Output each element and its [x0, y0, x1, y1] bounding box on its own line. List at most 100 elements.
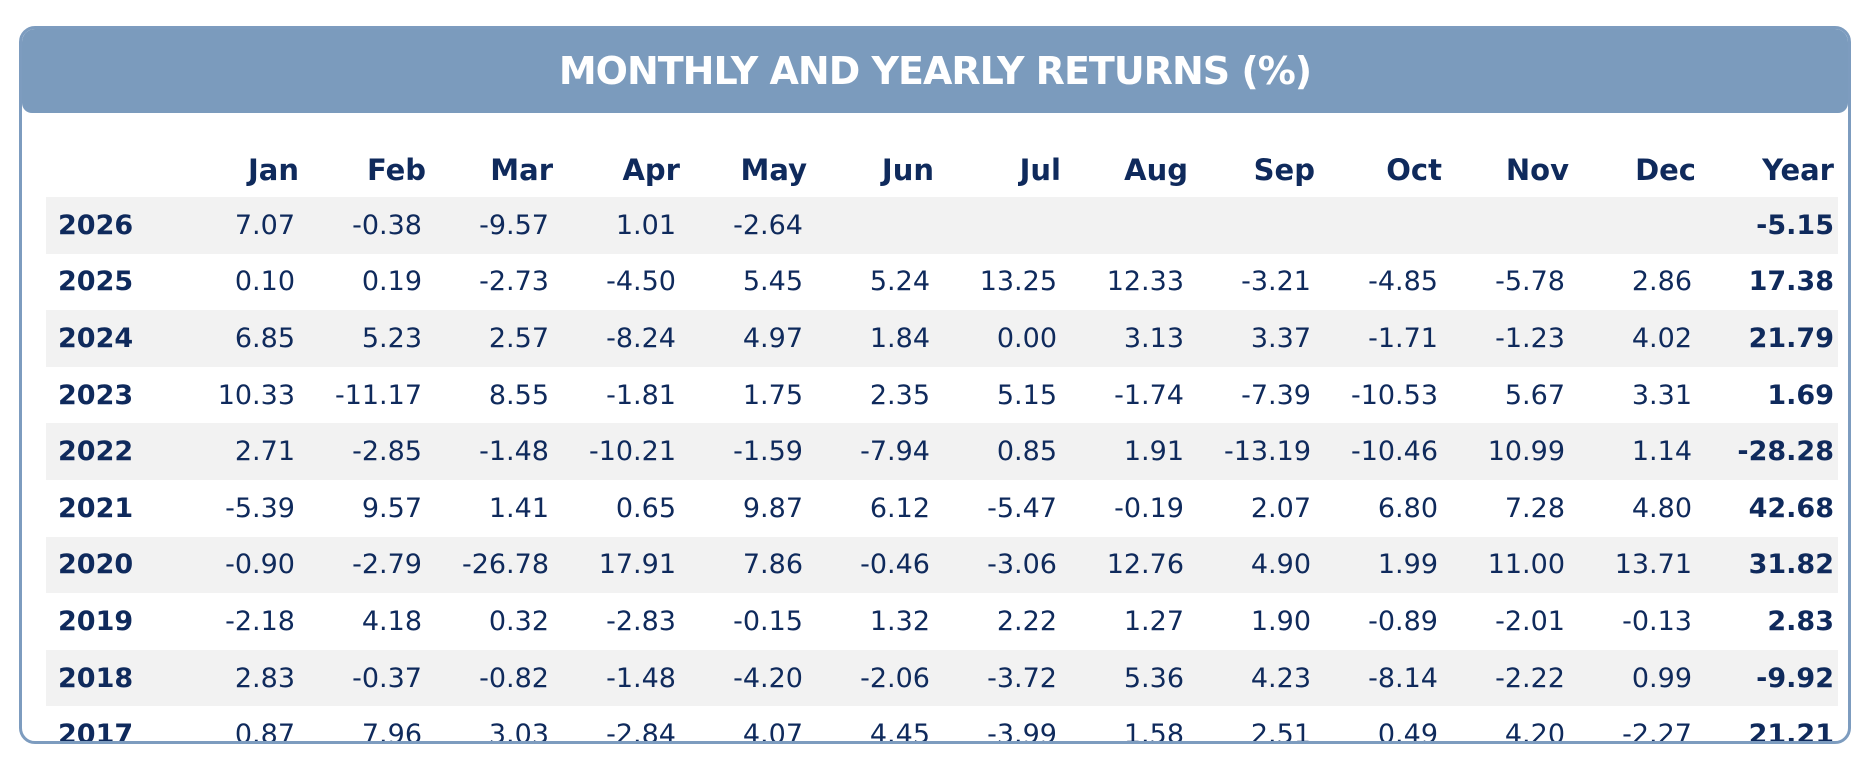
row-year-label: 2018 — [46, 649, 176, 707]
row-year-label: 2024 — [46, 310, 176, 367]
year-total-cell: -28.28 — [1700, 423, 1838, 480]
month-return-cell-may: -2.64 — [684, 197, 811, 254]
month-return-cell-sep: -13.19 — [1192, 423, 1319, 480]
month-return-cell-jan: -0.90 — [176, 536, 303, 594]
year-column-header — [46, 143, 176, 197]
column-header-year: Year — [1762, 153, 1834, 187]
month-return-cell-jun: 2.35 — [869, 379, 930, 411]
month-return-cell-apr: -1.48 — [557, 649, 684, 707]
row-year-label: 2019 — [58, 605, 134, 637]
month-return-cell-jan: -2.18 — [225, 605, 295, 637]
column-header-jul: Jul — [1019, 153, 1061, 187]
month-return-cell-oct: -10.53 — [1350, 379, 1438, 411]
month-return-cell-apr: -2.83 — [606, 605, 676, 637]
month-return-cell-apr: 1.01 — [557, 197, 684, 254]
table-row-2023: 2023 10.33 -11.17 8.55 -1.81 1.75 2.35 5.15 -1.7… — [46, 367, 1838, 424]
row-year-label: 2021 — [58, 492, 134, 524]
month-return-cell-jul: 2.22 — [996, 605, 1057, 637]
month-return-cell-jul: 0.85 — [938, 423, 1065, 480]
month-return-cell-jul: -3.06 — [938, 536, 1065, 594]
table-row-2025: 2025 0.10 0.19 -2.73 -4.50 5.45 5.24 13.25 12.33… — [46, 254, 1838, 311]
month-return-cell-may: 7.86 — [684, 536, 811, 594]
returns-table: Jan Feb Mar Apr May Jun Jul Aug Sep Oct Nov Dec Year… — [46, 143, 1838, 744]
table-body: 2026 7.07 -0.38 -9.57 1.01 -2.64 -5.15 2025 0.10… — [46, 197, 1838, 744]
year-total-cell: 17.38 — [1748, 266, 1834, 298]
month-return-cell-oct — [1319, 197, 1446, 254]
month-return-cell-sep: 4.90 — [1192, 536, 1319, 594]
month-return-cell-nov: 7.28 — [1504, 492, 1565, 524]
month-return-cell-dec: 4.80 — [1631, 492, 1692, 524]
row-year-label: 2017 — [58, 719, 134, 744]
month-return-cell-nov: -2.01 — [1495, 605, 1565, 637]
month-return-cell-jan: -5.39 — [225, 492, 295, 524]
month-return-cell-jan: 0.87 — [234, 719, 295, 744]
table-row-2024: 2024 6.85 5.23 2.57 -8.24 4.97 1.84 0.00 3.13 3.3… — [46, 310, 1838, 367]
month-return-cell-apr: -2.84 — [606, 719, 676, 744]
month-return-cell-jul: -5.47 — [987, 492, 1057, 524]
row-year-label: 2020 — [46, 536, 176, 594]
month-return-cell-feb: -11.17 — [334, 379, 422, 411]
month-return-cell-feb: 4.18 — [361, 605, 422, 637]
month-return-cell-jul: 5.15 — [996, 379, 1057, 411]
month-return-cell-feb: -2.85 — [303, 423, 430, 480]
month-return-cell-feb: 0.19 — [361, 266, 422, 298]
month-return-cell-feb: 5.23 — [303, 310, 430, 367]
month-return-cell-sep: 3.37 — [1192, 310, 1319, 367]
month-return-cell-nov — [1446, 197, 1573, 254]
month-return-cell-oct: -8.14 — [1319, 649, 1446, 707]
month-return-cell-feb: -0.38 — [303, 197, 430, 254]
month-return-cell-oct: -10.46 — [1319, 423, 1446, 480]
month-return-cell-jan: 2.71 — [176, 423, 303, 480]
year-total-cell: 2.83 — [1767, 605, 1834, 637]
month-return-cell-may: -4.20 — [684, 649, 811, 707]
month-return-cell-sep: 2.51 — [1250, 719, 1311, 744]
month-return-cell-jul: -3.99 — [987, 719, 1057, 744]
header-row: Jan Feb Mar Apr May Jun Jul Aug Sep Oct Nov Dec Year — [46, 143, 1838, 197]
table-row-2017: 2017 0.87 7.96 3.03 -2.84 4.07 4.45 -3.99 1.58 2.… — [46, 706, 1838, 744]
month-return-cell-oct: 6.80 — [1377, 492, 1438, 524]
month-return-cell-dec: 1.14 — [1573, 423, 1700, 480]
month-return-cell-mar: -26.78 — [430, 536, 557, 594]
table-row-2020: 2020 -0.90 -2.79 -26.78 17.91 7.86 -0.46 -3.06 1… — [46, 536, 1838, 594]
year-total-cell: 42.68 — [1748, 492, 1834, 524]
month-return-cell-nov: -5.78 — [1495, 266, 1565, 298]
month-return-cell-feb: -2.79 — [303, 536, 430, 594]
month-return-cell-sep: 1.90 — [1250, 605, 1311, 637]
month-return-cell-may: -0.15 — [733, 605, 803, 637]
month-return-cell-dec — [1573, 197, 1700, 254]
month-return-cell-jan: 10.33 — [217, 379, 295, 411]
month-return-cell-nov: 11.00 — [1446, 536, 1573, 594]
month-return-cell-jun: 4.45 — [869, 719, 930, 744]
month-return-cell-jan: 0.10 — [234, 266, 295, 298]
month-return-cell-may: 4.97 — [684, 310, 811, 367]
month-return-cell-feb: -0.37 — [303, 649, 430, 707]
month-return-cell-aug: 3.13 — [1065, 310, 1192, 367]
month-return-cell-dec: 13.71 — [1573, 536, 1700, 594]
month-return-cell-dec: 3.31 — [1631, 379, 1692, 411]
column-header-may: May — [740, 153, 807, 187]
month-return-cell-nov: 4.20 — [1504, 719, 1565, 744]
month-return-cell-oct: -0.89 — [1368, 605, 1438, 637]
month-return-cell-mar: -0.82 — [430, 649, 557, 707]
month-return-cell-mar: -9.57 — [430, 197, 557, 254]
month-return-cell-sep: -7.39 — [1241, 379, 1311, 411]
month-return-cell-jun: -0.46 — [811, 536, 938, 594]
month-return-cell-jun — [811, 197, 938, 254]
month-return-cell-nov: -2.22 — [1446, 649, 1573, 707]
month-return-cell-jan: 6.85 — [176, 310, 303, 367]
month-return-cell-aug: -0.19 — [1114, 492, 1184, 524]
column-header-jun: Jun — [881, 153, 934, 187]
row-year-label: 2023 — [58, 379, 134, 411]
month-return-cell-dec: 2.86 — [1631, 266, 1692, 298]
month-return-cell-apr: 0.65 — [615, 492, 676, 524]
month-return-cell-feb: 9.57 — [361, 492, 422, 524]
month-return-cell-jun: 1.32 — [869, 605, 930, 637]
month-return-cell-sep: 4.23 — [1192, 649, 1319, 707]
month-return-cell-may: 1.75 — [742, 379, 803, 411]
row-year-label: 2025 — [58, 266, 134, 298]
month-return-cell-mar: 0.32 — [488, 605, 549, 637]
returns-card: MONTHLY AND YEARLY RETURNS (%) Jan Feb Mar… — [19, 26, 1851, 744]
year-total-cell: -9.92 — [1700, 649, 1838, 707]
month-return-cell-mar: 3.03 — [488, 719, 549, 744]
month-return-cell-aug: 1.91 — [1065, 423, 1192, 480]
